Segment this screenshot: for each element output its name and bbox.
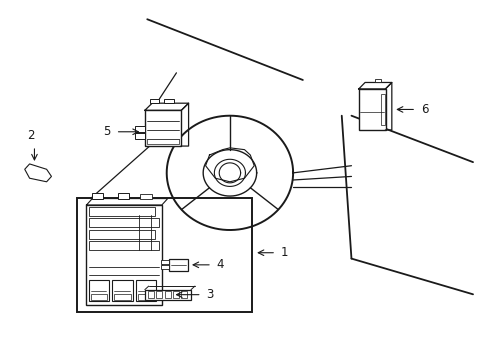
Bar	[89, 280, 109, 301]
Bar	[92, 193, 103, 199]
Bar	[147, 139, 179, 144]
Bar	[89, 218, 159, 227]
Bar	[358, 89, 385, 130]
Polygon shape	[25, 164, 51, 182]
Bar	[135, 133, 144, 139]
Bar	[135, 280, 156, 301]
Text: 1: 1	[281, 246, 288, 259]
Bar	[144, 111, 181, 146]
Text: 3: 3	[206, 288, 214, 301]
Bar	[89, 241, 159, 250]
Bar	[137, 294, 154, 300]
Bar	[118, 193, 128, 199]
Text: 6: 6	[420, 103, 427, 116]
Bar	[374, 79, 380, 82]
Bar	[140, 194, 152, 199]
Bar	[164, 99, 174, 103]
Bar	[161, 260, 169, 264]
Bar	[173, 291, 179, 298]
Text: 5: 5	[103, 125, 111, 138]
Bar	[89, 230, 154, 239]
Bar	[164, 291, 170, 298]
Bar	[89, 207, 154, 216]
Bar	[77, 198, 251, 312]
Bar	[156, 291, 162, 298]
Text: 2: 2	[27, 130, 35, 143]
Text: 4: 4	[216, 258, 224, 271]
Bar	[380, 94, 384, 125]
Bar	[161, 265, 169, 269]
Bar	[86, 205, 162, 305]
Bar	[181, 291, 187, 298]
Bar	[148, 291, 154, 298]
Bar	[144, 290, 191, 300]
Bar	[114, 294, 130, 300]
Bar	[112, 280, 132, 301]
Bar	[169, 258, 187, 271]
Bar	[91, 294, 107, 300]
Bar	[149, 99, 159, 103]
Bar	[135, 126, 144, 132]
